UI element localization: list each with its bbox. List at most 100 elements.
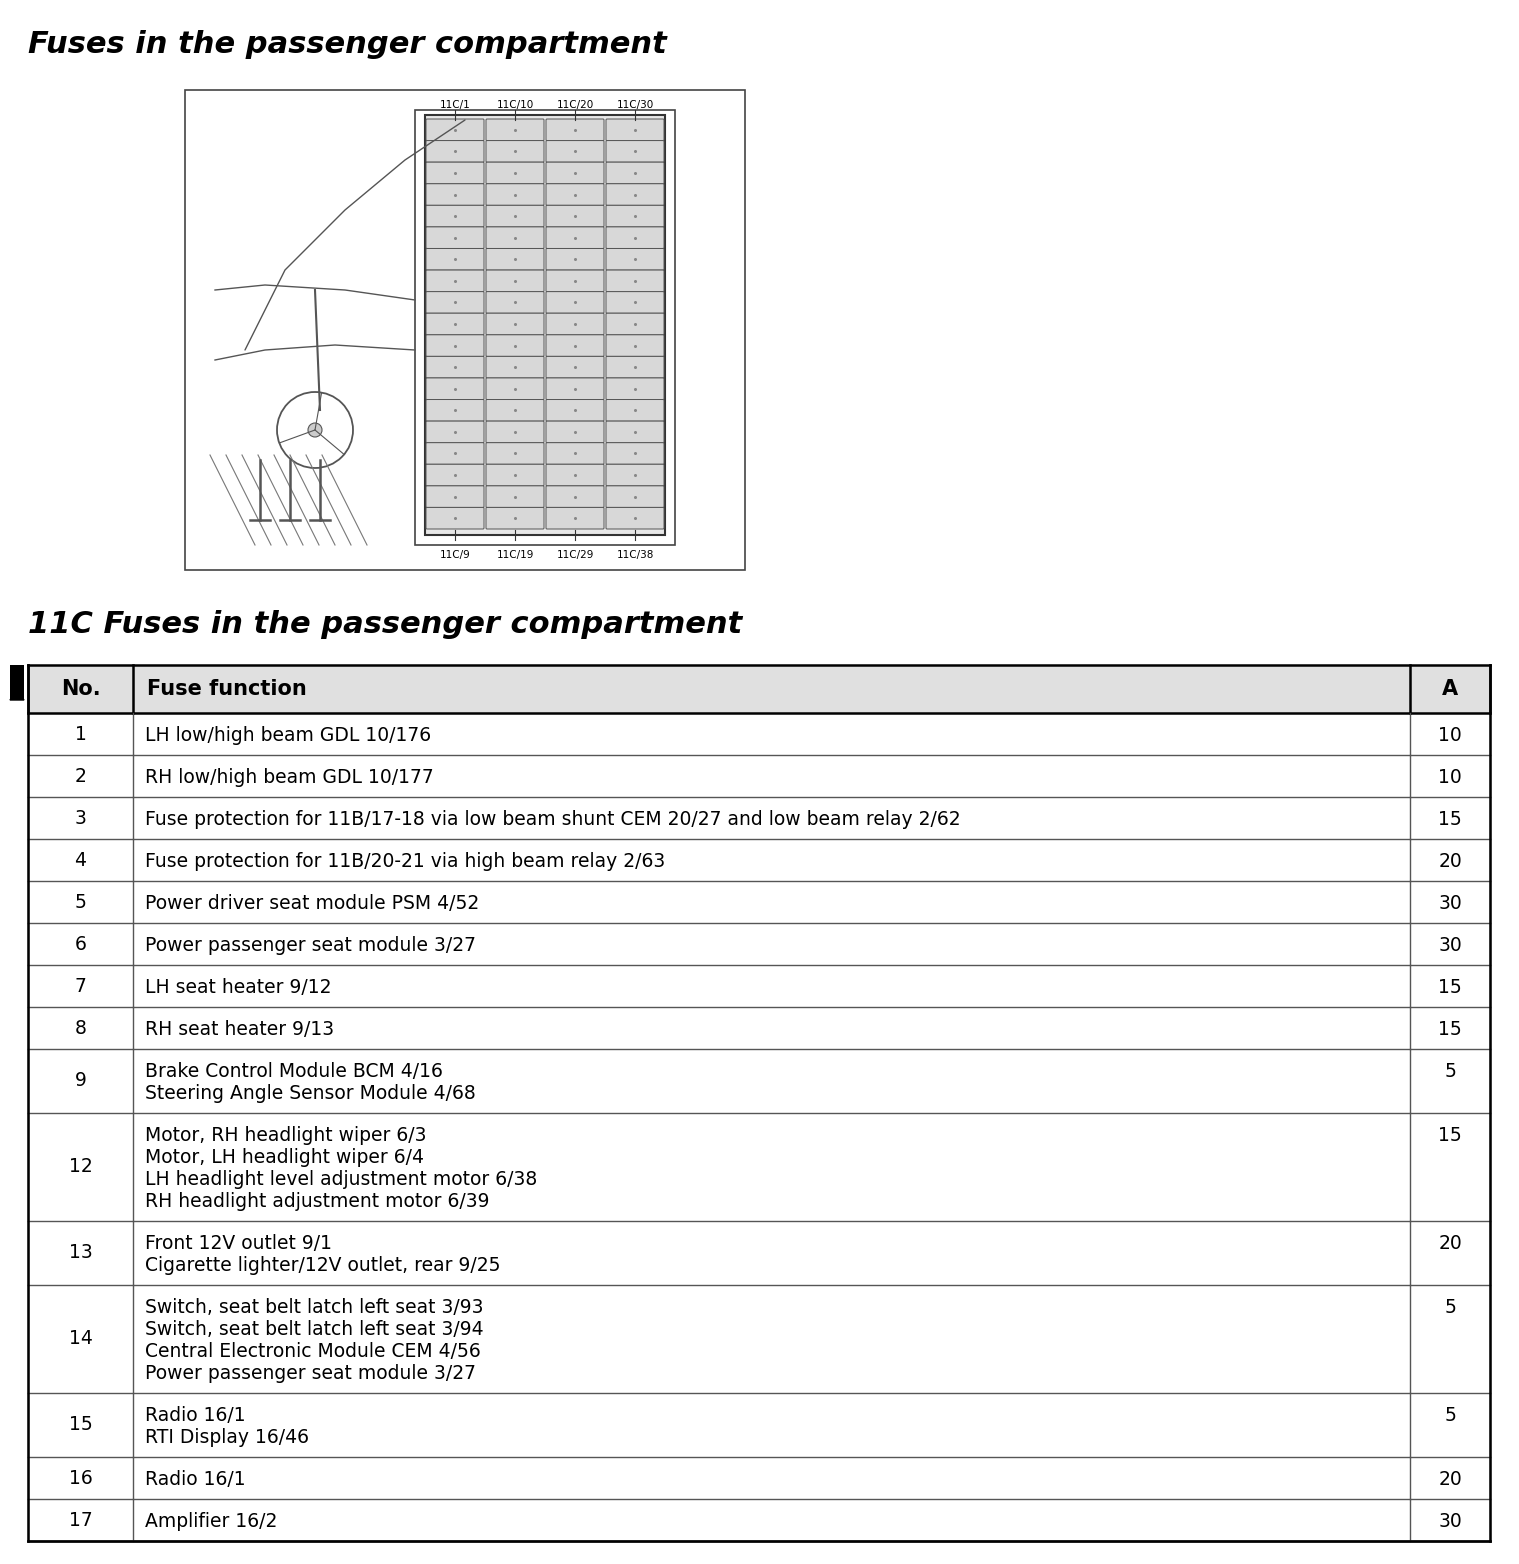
FancyBboxPatch shape (545, 271, 605, 291)
FancyBboxPatch shape (425, 507, 485, 529)
Text: 11C/1: 11C/1 (439, 100, 471, 109)
FancyBboxPatch shape (425, 205, 485, 227)
Text: 6: 6 (74, 935, 87, 954)
FancyBboxPatch shape (425, 119, 485, 141)
Text: 20: 20 (1438, 852, 1461, 871)
Text: RH seat heater 9/13: RH seat heater 9/13 (144, 1020, 334, 1038)
Polygon shape (11, 690, 24, 701)
FancyBboxPatch shape (545, 205, 605, 227)
FancyBboxPatch shape (606, 163, 664, 183)
Text: Central Electronic Module CEM 4/56: Central Electronic Module CEM 4/56 (144, 1342, 480, 1361)
Text: 14: 14 (68, 1329, 93, 1348)
FancyBboxPatch shape (425, 141, 485, 163)
FancyBboxPatch shape (425, 249, 485, 271)
Text: 5: 5 (1445, 1062, 1455, 1081)
FancyBboxPatch shape (425, 357, 485, 378)
FancyBboxPatch shape (606, 291, 664, 313)
FancyBboxPatch shape (545, 313, 605, 335)
FancyBboxPatch shape (606, 227, 664, 249)
Text: Motor, RH headlight wiper 6/3: Motor, RH headlight wiper 6/3 (144, 1126, 427, 1145)
Text: Switch, seat belt latch left seat 3/93: Switch, seat belt latch left seat 3/93 (144, 1298, 483, 1317)
Text: Fuse protection for 11B/17-18 via low beam shunt CEM 20/27 and low beam relay 2/: Fuse protection for 11B/17-18 via low be… (144, 810, 960, 829)
Bar (415, 109, 674, 544)
Bar (425, 116, 665, 535)
FancyBboxPatch shape (486, 465, 544, 486)
FancyBboxPatch shape (545, 486, 605, 507)
FancyBboxPatch shape (545, 141, 605, 163)
FancyBboxPatch shape (486, 141, 544, 163)
FancyBboxPatch shape (545, 291, 605, 313)
Text: 15: 15 (1438, 810, 1461, 829)
Text: 12: 12 (68, 1157, 93, 1176)
FancyBboxPatch shape (606, 507, 664, 529)
FancyBboxPatch shape (606, 205, 664, 227)
FancyBboxPatch shape (425, 378, 485, 399)
Bar (185, 91, 744, 569)
Text: A: A (1442, 679, 1458, 699)
Text: 11C/29: 11C/29 (556, 551, 594, 560)
FancyBboxPatch shape (486, 378, 544, 399)
Text: 30: 30 (1438, 893, 1461, 913)
FancyBboxPatch shape (486, 119, 544, 141)
Text: Steering Angle Sensor Module 4/68: Steering Angle Sensor Module 4/68 (144, 1084, 475, 1103)
FancyBboxPatch shape (425, 335, 485, 357)
Text: Power passenger seat module 3/27: Power passenger seat module 3/27 (144, 1364, 475, 1383)
FancyBboxPatch shape (606, 335, 664, 357)
FancyBboxPatch shape (545, 465, 605, 486)
Text: 5: 5 (1445, 1298, 1455, 1317)
FancyBboxPatch shape (486, 357, 544, 378)
Text: LH low/high beam GDL 10/176: LH low/high beam GDL 10/176 (144, 726, 431, 744)
FancyBboxPatch shape (425, 399, 485, 421)
FancyBboxPatch shape (606, 141, 664, 163)
Text: Radio 16/1: Radio 16/1 (144, 1470, 246, 1489)
Text: 1: 1 (74, 724, 87, 743)
FancyBboxPatch shape (486, 205, 544, 227)
Text: No.: No. (61, 679, 100, 699)
Text: 11C/20: 11C/20 (556, 100, 594, 109)
FancyBboxPatch shape (606, 357, 664, 378)
Text: 11C/38: 11C/38 (617, 551, 653, 560)
FancyBboxPatch shape (606, 421, 664, 443)
Text: 4: 4 (74, 851, 87, 870)
Text: Radio 16/1: Radio 16/1 (144, 1406, 246, 1425)
FancyBboxPatch shape (606, 249, 664, 271)
Text: 16: 16 (68, 1469, 93, 1487)
FancyBboxPatch shape (425, 291, 485, 313)
FancyBboxPatch shape (606, 486, 664, 507)
Text: 5: 5 (1445, 1406, 1455, 1425)
FancyBboxPatch shape (545, 378, 605, 399)
Text: Power driver seat module PSM 4/52: Power driver seat module PSM 4/52 (144, 893, 480, 913)
FancyBboxPatch shape (545, 421, 605, 443)
Text: RTI Display 16/46: RTI Display 16/46 (144, 1428, 308, 1447)
Text: 15: 15 (68, 1415, 93, 1434)
Circle shape (308, 422, 322, 436)
FancyBboxPatch shape (545, 183, 605, 205)
Text: 15: 15 (1438, 1126, 1461, 1145)
Text: 15: 15 (1438, 978, 1461, 996)
Text: 5: 5 (74, 893, 87, 912)
Text: 11C Fuses in the passenger compartment: 11C Fuses in the passenger compartment (27, 610, 743, 640)
FancyBboxPatch shape (606, 119, 664, 141)
Text: 9: 9 (74, 1071, 87, 1090)
Text: 30: 30 (1438, 935, 1461, 954)
FancyBboxPatch shape (425, 163, 485, 183)
FancyBboxPatch shape (545, 399, 605, 421)
Text: 2: 2 (74, 766, 87, 785)
FancyBboxPatch shape (486, 399, 544, 421)
FancyBboxPatch shape (545, 249, 605, 271)
FancyBboxPatch shape (606, 313, 664, 335)
FancyBboxPatch shape (606, 399, 664, 421)
Text: Fuse protection for 11B/20-21 via high beam relay 2/63: Fuse protection for 11B/20-21 via high b… (144, 852, 665, 871)
FancyBboxPatch shape (486, 335, 544, 357)
FancyBboxPatch shape (486, 486, 544, 507)
FancyBboxPatch shape (425, 183, 485, 205)
Text: Switch, seat belt latch left seat 3/94: Switch, seat belt latch left seat 3/94 (144, 1320, 483, 1339)
Text: 17: 17 (68, 1511, 93, 1530)
Text: Motor, LH headlight wiper 6/4: Motor, LH headlight wiper 6/4 (144, 1148, 424, 1167)
Text: 10: 10 (1438, 726, 1461, 744)
FancyBboxPatch shape (545, 227, 605, 249)
FancyBboxPatch shape (545, 357, 605, 378)
Text: 11C/9: 11C/9 (439, 551, 471, 560)
FancyBboxPatch shape (545, 163, 605, 183)
Text: 15: 15 (1438, 1020, 1461, 1038)
